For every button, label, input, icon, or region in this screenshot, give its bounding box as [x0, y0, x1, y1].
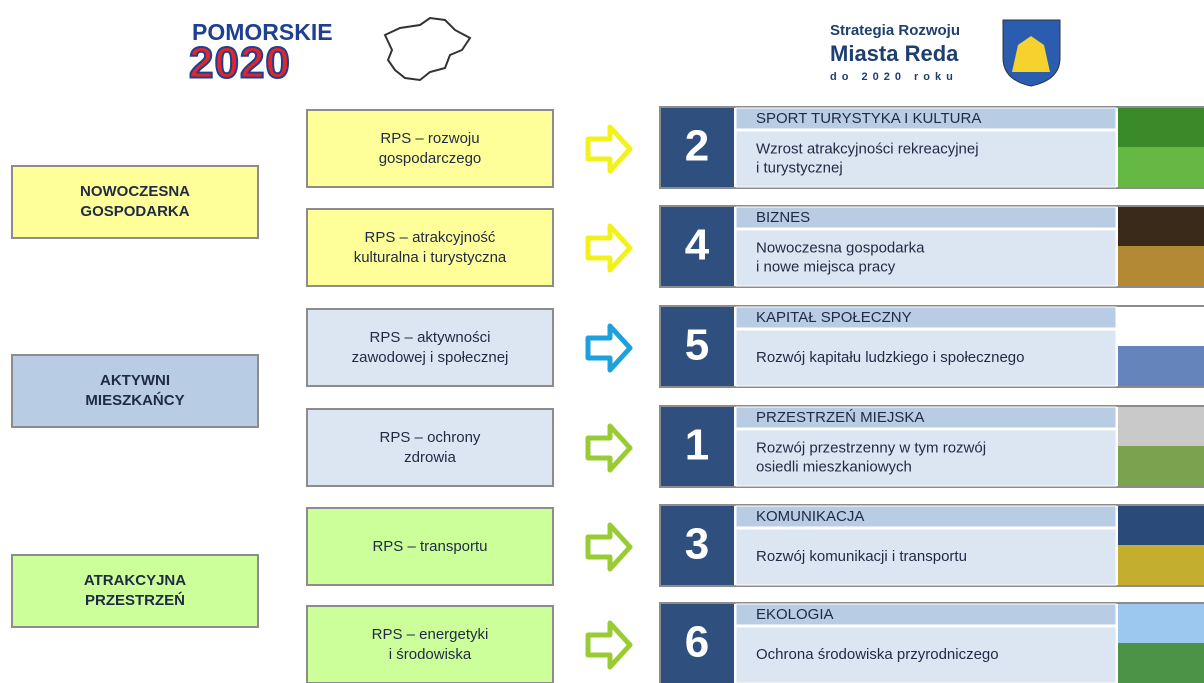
- goal-title: KOMUNIKACJA: [756, 508, 864, 525]
- label-line: NOWOCZESNA: [80, 183, 190, 200]
- label-line: ATRAKCYJNA: [84, 572, 186, 589]
- group-box: [11, 165, 259, 239]
- label-line: i nowe miejsca pracy: [756, 258, 896, 275]
- goal-title: PRZESTRZEŃ MIEJSKA: [756, 409, 924, 426]
- goal-image-detail: [1118, 446, 1204, 486]
- label-line: Rozwój przestrzenny w tym rozwój: [756, 439, 986, 456]
- label-line: kulturalna i turystyczna: [354, 249, 507, 266]
- goal-number: 1: [685, 421, 709, 470]
- program-box: [306, 109, 554, 188]
- goal-number-box: [661, 407, 734, 486]
- arrow: [585, 522, 633, 572]
- goal-title-bar: [735, 505, 1117, 528]
- label-line: Ochrona środowiska przyrodniczego: [756, 646, 999, 663]
- goal-title-bar: [735, 306, 1117, 329]
- label-line: i turystycznej: [756, 159, 843, 176]
- goal-image-detail: [1118, 545, 1204, 585]
- group-box: [11, 354, 259, 428]
- goal-number-box: [661, 108, 734, 187]
- pomorskie-logo: POMORSKIE 2020: [188, 16, 472, 89]
- goal-title: KAPITAŁ SPOŁECZNY: [756, 309, 912, 326]
- strategy-logo: Strategia Rozwoju Miasta Reda do 2020 ro…: [830, 19, 1061, 87]
- label-line: Rozwój komunikacji i transportu: [756, 548, 967, 565]
- goal-description-box: [735, 528, 1117, 586]
- label-line: Rozwój kapitału ludzkiego i społecznego: [756, 349, 1025, 366]
- goal-number-box: [661, 307, 734, 386]
- goal-number: 4: [685, 221, 710, 270]
- goal-image-detail: [1118, 246, 1204, 286]
- goal-image-detail: [1118, 643, 1204, 683]
- goal-description-box: [735, 229, 1117, 287]
- label-line: Nowoczesna gospodarka: [756, 239, 925, 256]
- label-line: zdrowia: [404, 449, 456, 466]
- logo-line: do 2020 roku: [830, 71, 958, 83]
- program-box: [306, 605, 554, 683]
- goal-description-box: [735, 429, 1117, 487]
- label-line: MIESZKAŃCY: [85, 392, 184, 409]
- label-line: RPS – energetyki: [372, 626, 489, 643]
- goal-number-box: [661, 207, 734, 286]
- label-line: zawodowej i społecznej: [352, 349, 509, 366]
- label-line: AKTYWNI: [100, 372, 170, 389]
- logo-line: Strategia Rozwoju: [830, 22, 960, 39]
- logo-name: POMORSKIE: [192, 19, 333, 45]
- goal-number-box: [661, 506, 734, 585]
- label-line: PRZESTRZEŃ: [85, 592, 185, 609]
- label-line: gospodarczego: [379, 150, 482, 167]
- label-line: Wzrost atrakcyjności rekreacyjnej: [756, 140, 979, 157]
- label-line: RPS – aktywności: [370, 329, 491, 346]
- arrow: [585, 423, 633, 473]
- goal-title-bar: [735, 206, 1117, 229]
- logo-line: Miasta Reda: [830, 41, 959, 66]
- program-box: [306, 408, 554, 487]
- program-box: [306, 208, 554, 287]
- arrow: [585, 620, 633, 670]
- goal-image-detail: [1118, 346, 1204, 386]
- goal-description-box: [735, 329, 1117, 387]
- label-line: RPS – rozwoju: [380, 130, 479, 147]
- arrow: [585, 323, 633, 373]
- goal-description-box: [735, 626, 1117, 683]
- goal-description-box: [735, 130, 1117, 188]
- goal-number: 2: [685, 122, 709, 171]
- goal-title: EKOLOGIA: [756, 606, 834, 623]
- goal-image-detail: [1118, 147, 1204, 187]
- goal-title-bar: [735, 603, 1117, 626]
- goal-number: 3: [685, 520, 709, 569]
- logo-year: 2020: [189, 39, 291, 88]
- goal-number-box: [661, 604, 734, 683]
- map-outline: [383, 16, 472, 82]
- crest-church: [1012, 36, 1050, 72]
- arrow: [585, 223, 633, 273]
- label-line: GOSPODARKA: [80, 203, 189, 220]
- goal-title: SPORT TURYSTYKA I KULTURA: [756, 110, 981, 127]
- label-line: RPS – ochrony: [380, 429, 481, 446]
- label-line: osiedli mieszkaniowych: [756, 458, 912, 475]
- program-box: [306, 507, 554, 586]
- goal-title: BIZNES: [756, 209, 810, 226]
- program-box: [306, 308, 554, 387]
- label-line: i środowiska: [389, 646, 472, 663]
- goal-title-bar: [735, 107, 1117, 130]
- goal-number: 5: [685, 321, 709, 370]
- label-line: RPS – atrakcyjność: [365, 229, 496, 246]
- group-box: [11, 554, 259, 628]
- goal-title-bar: [735, 406, 1117, 429]
- arrow: [585, 124, 633, 174]
- goal-number: 6: [685, 618, 709, 667]
- label-line: RPS – transportu: [372, 538, 487, 555]
